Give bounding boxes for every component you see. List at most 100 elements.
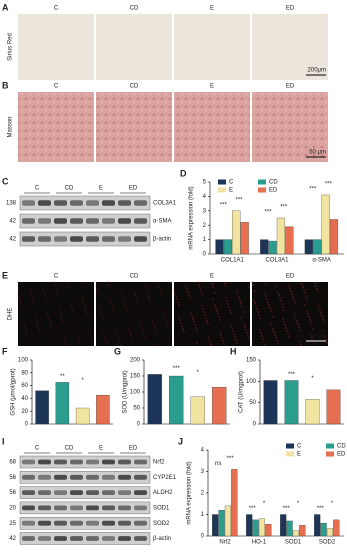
fluorescence <box>143 333 145 335</box>
fluorescence <box>260 332 262 334</box>
band <box>38 536 51 541</box>
fluorescence <box>56 290 58 292</box>
fluorescence <box>320 312 322 314</box>
scale-bar-label: 50 μm <box>309 334 326 340</box>
band <box>22 520 35 526</box>
fluorescence <box>118 338 120 340</box>
band <box>102 200 115 206</box>
fluorescence <box>204 314 206 316</box>
panel-label: F <box>2 346 8 356</box>
fluorescence <box>275 337 277 339</box>
fluorescence <box>273 331 275 333</box>
bar <box>263 380 278 425</box>
molecular-weight: 138 <box>6 201 17 207</box>
column-label: ED <box>286 84 295 90</box>
micrograph <box>252 92 328 162</box>
fluorescence <box>32 298 34 300</box>
fluorescence <box>156 332 158 334</box>
y-tick-label: 1 <box>203 237 207 243</box>
band <box>54 520 67 526</box>
fluorescence <box>317 303 319 305</box>
blot-strip <box>19 213 151 229</box>
fluorescence <box>163 313 165 315</box>
band <box>38 490 51 495</box>
fluorescence <box>115 329 117 331</box>
bar <box>55 382 70 425</box>
fluorescence <box>245 329 247 331</box>
y-axis-label: mRNA expression (fold) <box>187 461 193 524</box>
blot-strip <box>19 517 151 530</box>
fluorescence <box>312 328 314 330</box>
bar <box>35 390 49 425</box>
fluorescence <box>25 329 27 331</box>
y-tick-label: 150 <box>130 374 141 380</box>
fluorescence <box>95 285 97 287</box>
fluorescence <box>53 281 55 283</box>
fluorescence <box>49 321 51 323</box>
fluorescence <box>136 300 138 302</box>
fluorescence <box>99 309 101 311</box>
band <box>118 236 131 242</box>
fluorescence <box>325 339 327 341</box>
fluorescence <box>59 311 61 313</box>
band <box>134 474 147 480</box>
micrograph <box>96 14 172 80</box>
fluorescence <box>33 301 35 303</box>
bar <box>284 380 299 425</box>
fluorescence <box>201 305 203 307</box>
fluorescence <box>116 332 118 334</box>
column-label: E <box>210 6 214 12</box>
fluorescence <box>153 323 155 325</box>
band <box>86 459 99 465</box>
protein-label: α-SMA <box>153 219 171 225</box>
band <box>54 474 67 480</box>
fluorescence <box>280 300 282 302</box>
fluorescence <box>135 297 137 299</box>
bar <box>276 217 286 255</box>
y-tick-label: 0 <box>25 422 29 428</box>
molecular-weight: 42 <box>9 237 16 243</box>
fluorescence <box>75 319 77 321</box>
fluorescence <box>266 298 268 300</box>
fluorescence <box>290 290 292 292</box>
column-label: C <box>54 84 59 90</box>
fluorescence <box>169 343 171 345</box>
fluorescence <box>162 310 164 312</box>
band <box>118 474 131 480</box>
bar <box>232 210 241 255</box>
fluorescence <box>282 318 284 320</box>
blot-strip <box>19 455 151 469</box>
fluorescence <box>173 289 175 291</box>
panel-label: H <box>230 346 237 356</box>
fluorescence <box>285 327 287 329</box>
fluorescence <box>305 295 307 297</box>
band <box>38 236 51 242</box>
bar <box>280 514 287 537</box>
fluorescence <box>181 325 183 327</box>
fluorescence <box>322 330 324 332</box>
fluorescence <box>274 334 276 336</box>
fluorescence <box>119 341 121 343</box>
fluorescence <box>164 316 166 318</box>
fluorescence <box>47 315 49 317</box>
fluorescence <box>23 323 25 325</box>
band <box>134 520 147 526</box>
x-tick-label: COL3A1 <box>265 258 289 264</box>
fluorescence <box>97 303 99 305</box>
fluorescence <box>222 340 224 342</box>
fluorescence <box>138 318 140 320</box>
fluorescence <box>209 341 211 343</box>
band <box>86 236 99 242</box>
significance: *** <box>288 372 296 378</box>
fluorescence <box>301 283 303 285</box>
fluorescence <box>270 322 272 324</box>
fluorescence <box>65 341 67 343</box>
fluorescence <box>170 282 172 284</box>
fluorescence <box>125 307 127 309</box>
fluorescence <box>208 338 210 340</box>
band <box>70 536 83 541</box>
fluorescence <box>79 343 81 345</box>
band <box>22 490 35 495</box>
significance: * <box>331 501 334 507</box>
bar <box>212 387 227 425</box>
